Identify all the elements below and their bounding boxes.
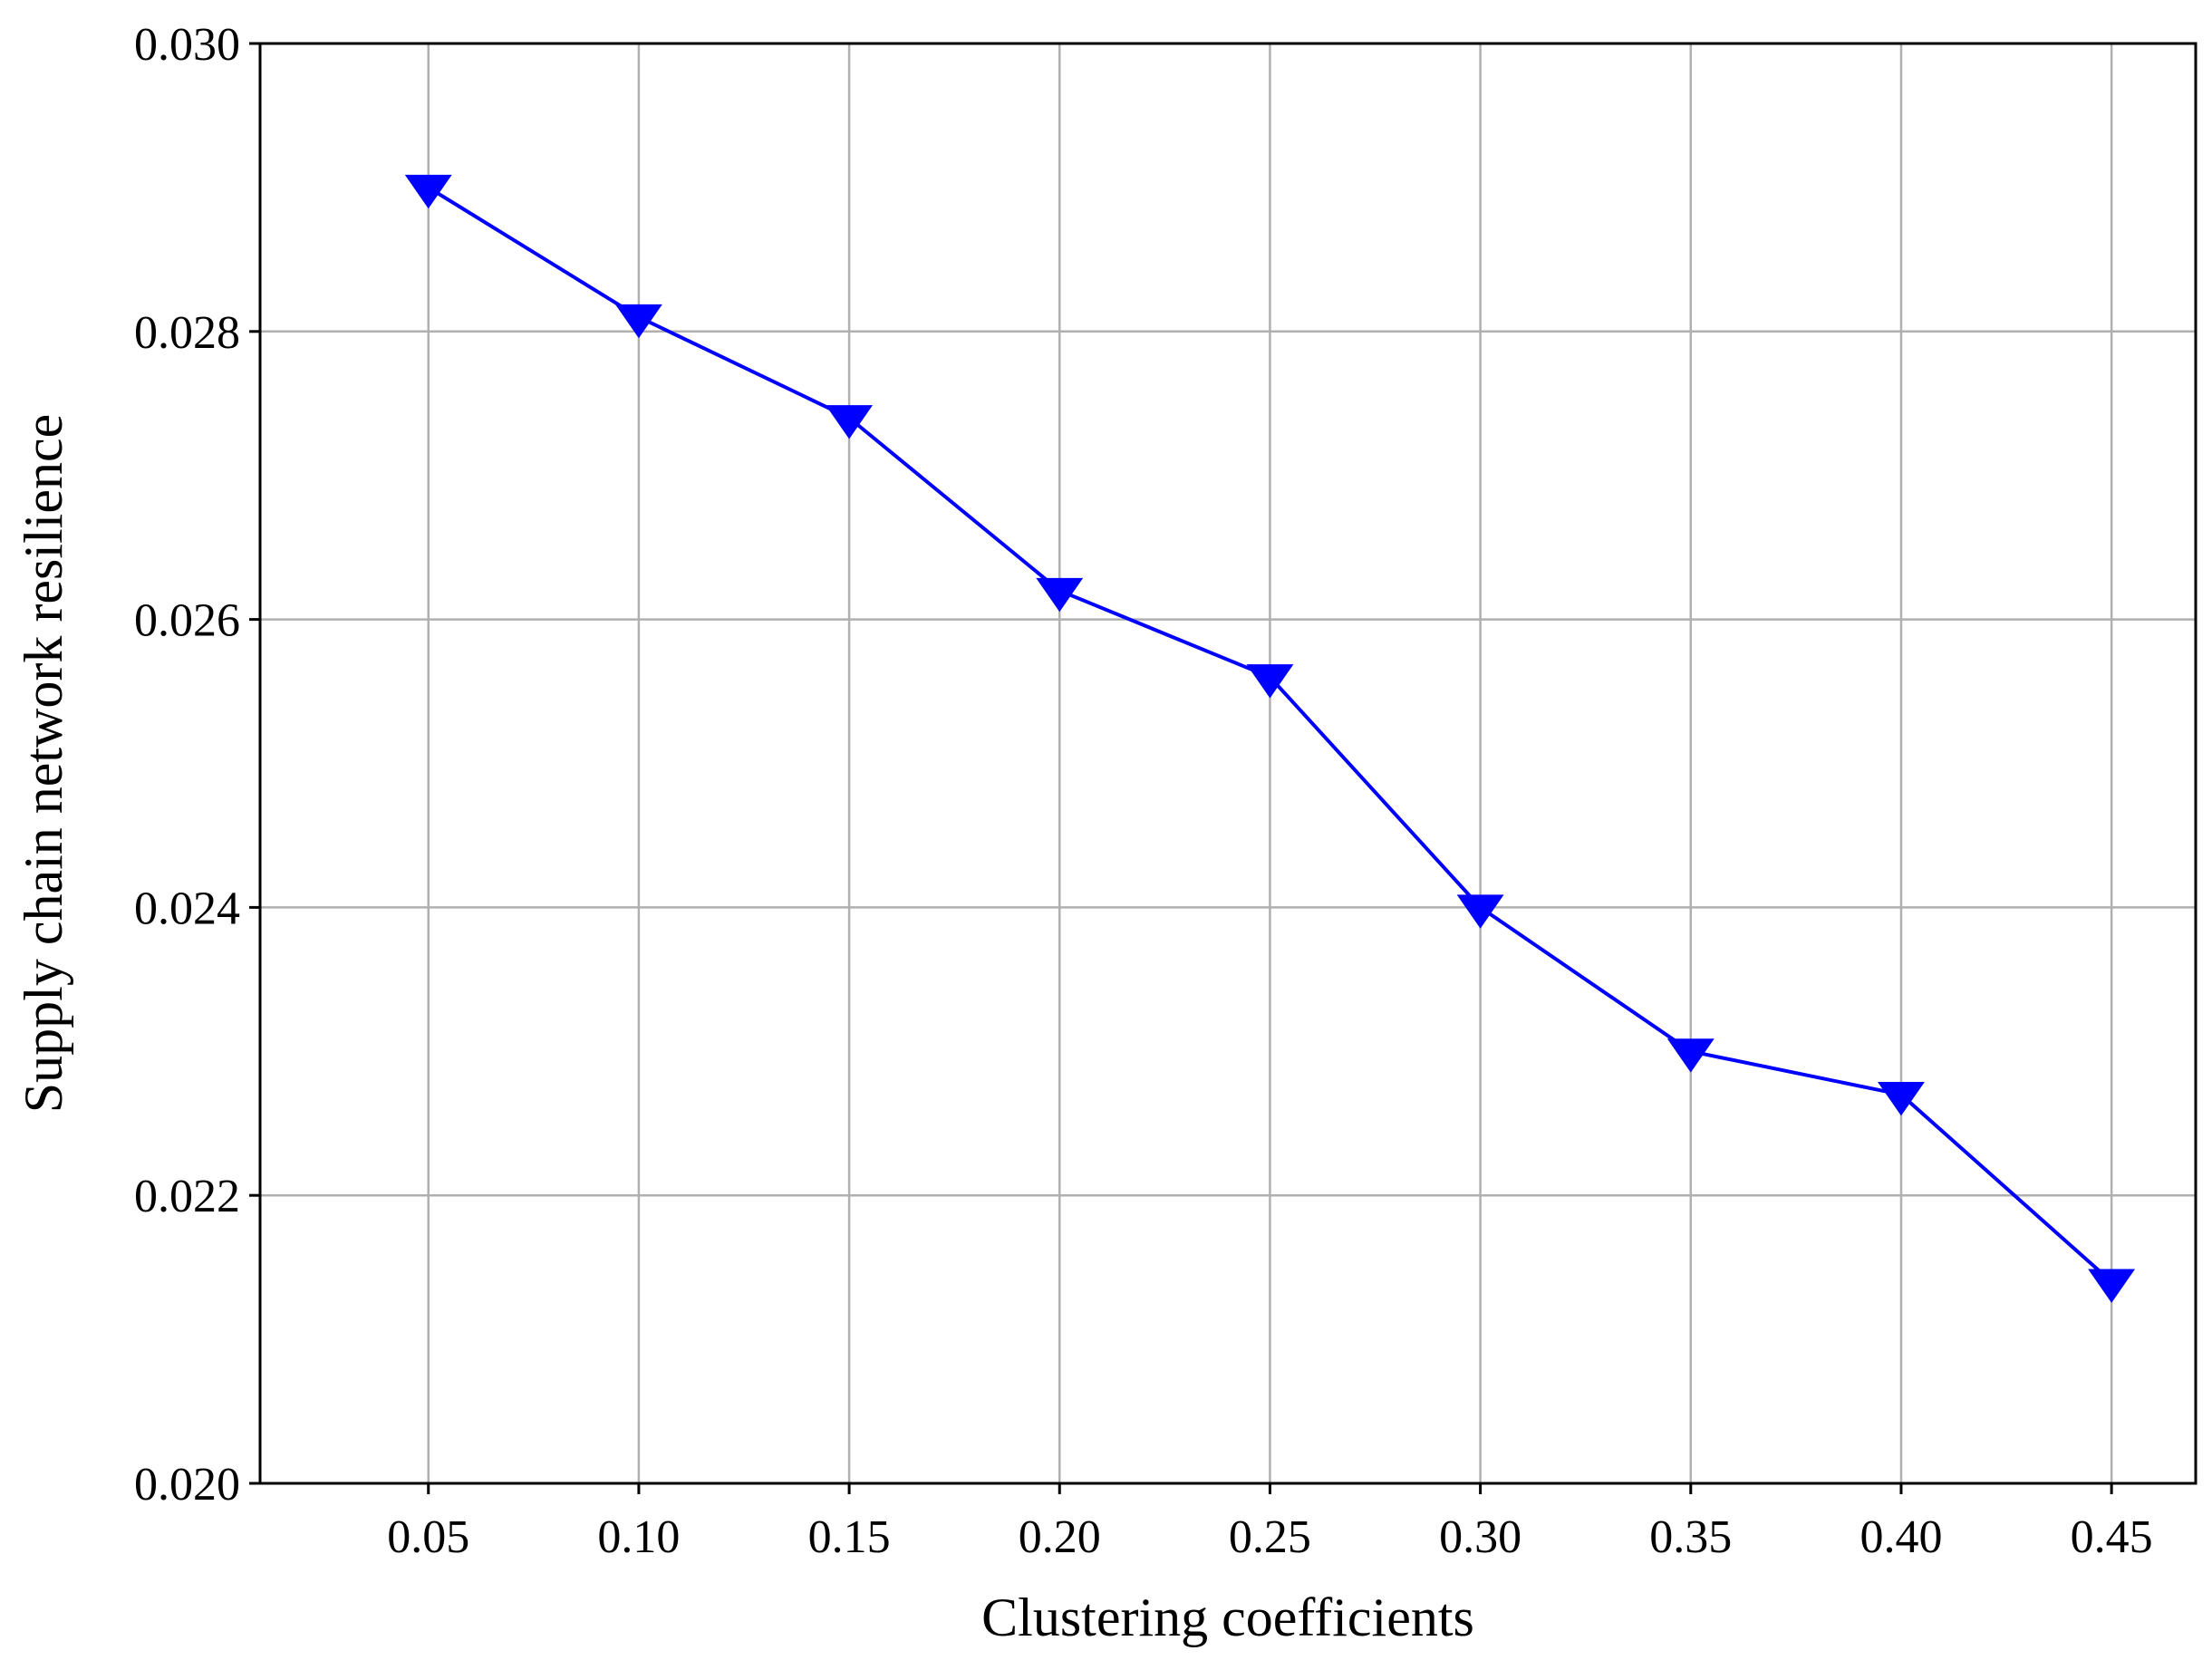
plot-frame (258, 42, 2198, 1485)
x-axis-title: Clustering coefficients (981, 1588, 1474, 1647)
x-tick-label: 0.45 (2071, 1511, 2153, 1563)
data-point-marker (614, 304, 662, 339)
data-point-marker (826, 405, 874, 439)
grid-lines (260, 43, 2196, 1483)
data-point-marker (404, 174, 452, 209)
data-point-marker (2088, 1269, 2136, 1303)
x-tick-label: 0.15 (808, 1511, 891, 1563)
x-tick-label: 0.40 (1859, 1511, 1942, 1563)
x-tick-label: 0.05 (387, 1511, 469, 1563)
x-tick-label: 0.35 (1649, 1511, 1732, 1563)
x-tick-label: 0.10 (597, 1511, 680, 1563)
x-tick-label: 0.30 (1439, 1511, 1521, 1563)
series-layer (404, 174, 2136, 1303)
data-point-marker (1666, 1038, 1715, 1073)
y-tick-label: 0.024 (134, 883, 240, 934)
y-axis-title: Supply chain network resilience (14, 414, 73, 1113)
y-tick-label: 0.028 (134, 307, 240, 359)
y-tick-label: 0.026 (134, 595, 240, 647)
data-point-marker (1036, 577, 1084, 613)
y-tick-label: 0.020 (134, 1459, 240, 1511)
data-point-marker (1456, 894, 1504, 929)
y-tick-label: 0.030 (134, 19, 240, 71)
x-tick-label: 0.25 (1229, 1511, 1311, 1563)
data-point-marker (1246, 664, 1294, 699)
x-tick-label: 0.20 (1019, 1511, 1101, 1563)
axis-ticks: 0.05 0.10 0.15 0.20 0.25 0.30 0.35 0.40 0.45 0.02… (134, 19, 2153, 1563)
y-tick-label: 0.022 (134, 1171, 240, 1222)
data-point-marker (1878, 1081, 1925, 1116)
